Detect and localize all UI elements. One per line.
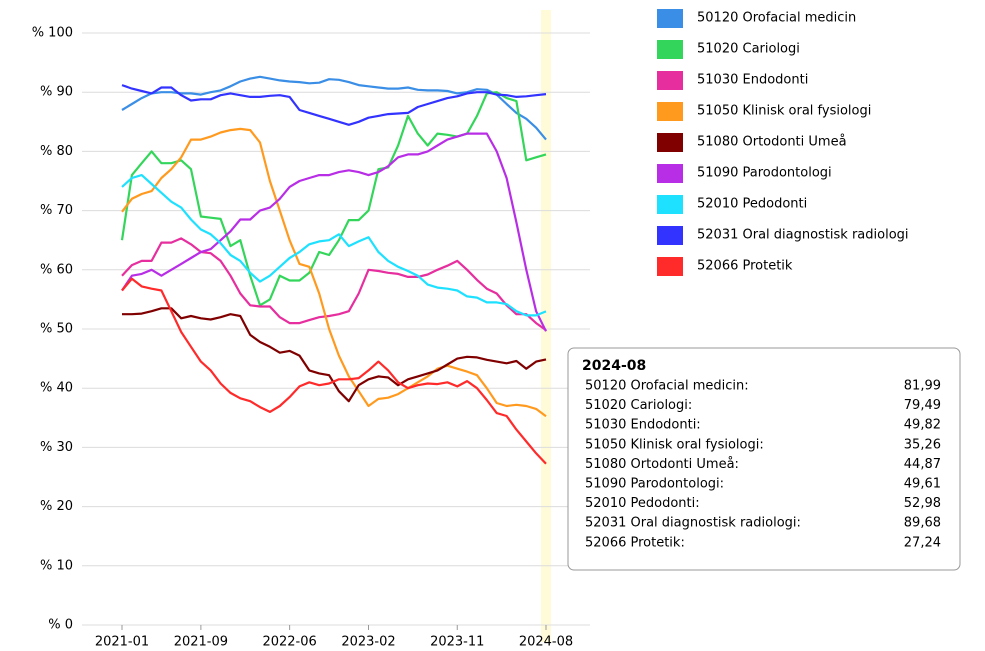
- legend-swatch: [657, 71, 683, 90]
- series-line: [121, 237, 547, 331]
- x-tick-label: 2022-06: [262, 635, 316, 650]
- tooltip-value: 35,26: [904, 437, 941, 452]
- y-tick-label: % 80: [40, 144, 73, 159]
- legend-swatch: [657, 40, 683, 59]
- series-line: [121, 84, 547, 126]
- tooltip-value: 52,98: [904, 496, 941, 511]
- x-tick-label: 2023-11: [430, 635, 484, 650]
- legend-label: 51030 Endodonti: [697, 73, 808, 88]
- tooltip-label: 52066 Protetik:: [585, 535, 685, 550]
- legend-swatch: [657, 226, 683, 245]
- legend-label: 51080 Ortodonti Umeå: [697, 135, 847, 150]
- y-tick-label: % 60: [40, 262, 73, 277]
- legend-swatch: [657, 195, 683, 214]
- tooltip-value: 27,24: [904, 535, 941, 550]
- tooltip-value: 44,87: [904, 457, 941, 472]
- tooltip-value: 49,82: [904, 418, 941, 433]
- tooltip-label: 51090 Parodontologi:: [585, 477, 724, 492]
- legend-swatch: [657, 257, 683, 276]
- x-tick-label: 2023-02: [341, 635, 395, 650]
- lines: [120, 75, 547, 465]
- tooltip-label: 50120 Orofacial medicin:: [585, 379, 749, 394]
- y-tick-label: % 50: [40, 322, 73, 337]
- y-tick-label: % 30: [40, 440, 73, 455]
- x-tick-label: 2021-01: [95, 635, 149, 650]
- tooltip-value: 79,49: [904, 398, 941, 413]
- tooltip-value: 81,99: [904, 379, 941, 394]
- tooltip-label: 51050 Klinisk oral fysiologi:: [585, 437, 764, 452]
- y-tick-label: % 20: [40, 499, 73, 514]
- legend-label: 52066 Protetik: [697, 259, 793, 274]
- legend: 50120 Orofacial medicin 51020 Cariologi 51…: [657, 9, 909, 276]
- grid: % 0 % 10 % 20 % 30 % 40 % 50 % 60 % 70 % 80 % 90%…: [32, 26, 590, 650]
- series-line: [120, 91, 547, 307]
- series-line: [122, 307, 547, 403]
- tooltip-title: 2024-08: [582, 358, 646, 374]
- legend-label: 51090 Parodontologi: [697, 166, 832, 181]
- legend-swatch: [657, 9, 683, 28]
- series-line: [121, 277, 547, 465]
- tooltip-label: 52010 Pedodonti:: [585, 496, 700, 511]
- series-line: [121, 174, 547, 317]
- tooltip-label: 51030 Endodonti:: [585, 418, 701, 433]
- y-tick-label: % 70: [40, 203, 73, 218]
- legend-label: 52010 Pedodonti: [697, 197, 807, 212]
- y-tick-label: % 10: [40, 558, 73, 573]
- series-line: [121, 132, 547, 332]
- legend-label: 52031 Oral diagnostisk radiologi: [697, 228, 909, 243]
- highlight-band: [541, 10, 551, 642]
- y-tick-label: % 90: [40, 85, 73, 100]
- x-tick-label: 2021-09: [174, 635, 228, 650]
- tooltip-label: 51020 Cariologi:: [585, 398, 692, 413]
- legend-label: 51050 Klinisk oral fysiologi: [697, 104, 871, 119]
- legend-swatch: [657, 102, 683, 121]
- tooltip-label: 52031 Oral diagnostisk radiologi:: [585, 516, 801, 531]
- legend-label: 51020 Cariologi: [697, 42, 800, 57]
- tooltip: 2024-08 50120 Orofacial medicin: 81,99 510…: [567, 347, 961, 571]
- tooltip-label: 51080 Ortodonti Umeå:: [585, 457, 739, 472]
- x-tick-label: 2024-08: [519, 635, 573, 650]
- tooltip-box: [567, 347, 961, 571]
- legend-swatch: [657, 164, 683, 183]
- series-line: [121, 127, 547, 418]
- series-line: [121, 75, 547, 141]
- legend-label: 50120 Orofacial medicin: [697, 11, 856, 26]
- tooltip-value: 49,61: [904, 477, 941, 492]
- y-tick-label: % 100: [32, 26, 73, 41]
- y-tick-label: % 0: [48, 618, 73, 633]
- legend-swatch: [657, 133, 683, 152]
- y-tick-label: % 40: [40, 381, 73, 396]
- tooltip-value: 89,68: [904, 516, 941, 531]
